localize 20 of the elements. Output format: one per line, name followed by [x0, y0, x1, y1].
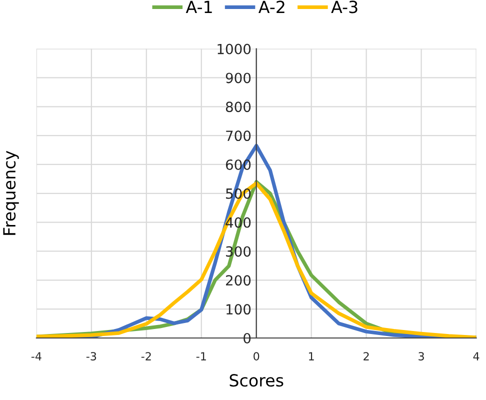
y-tick-label: 800 — [226, 102, 251, 112]
x-tick-label: -2 — [141, 352, 151, 360]
y-tick-label: 900 — [226, 72, 251, 84]
legend-label: A-1 — [186, 0, 212, 13]
x-tick-label: 4 — [473, 352, 480, 360]
y-tick-label: 200 — [226, 275, 251, 286]
x-axis-title: Scores — [230, 374, 284, 387]
x-tick-label: 2 — [364, 352, 369, 360]
legend-label: A-3 — [331, 0, 358, 14]
x-tick-label: -4 — [31, 352, 42, 360]
y-axis-title: Frequency — [3, 150, 19, 235]
y-tick-label: 700 — [226, 130, 251, 142]
x-tick-label: -3 — [86, 352, 96, 360]
x-tick-label: 0 — [254, 352, 260, 360]
y-tick-label: 1000 — [218, 44, 251, 54]
x-tick-label: 1 — [309, 352, 314, 360]
legend-label: A-2 — [258, 0, 284, 13]
x-tick-label: -1 — [196, 352, 206, 360]
y-tick-label: 100 — [226, 304, 251, 315]
x-tick-label: 3 — [418, 352, 424, 360]
